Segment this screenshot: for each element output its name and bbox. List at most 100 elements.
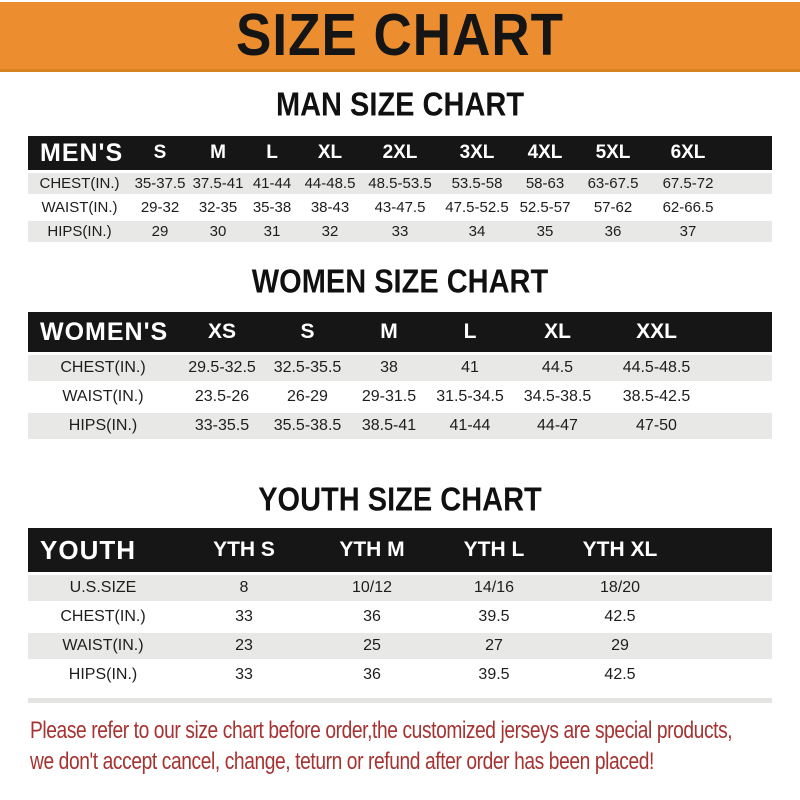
youth-size-col-header: YTH L xyxy=(434,528,554,572)
youth-size-col-header: YTH S xyxy=(178,528,310,572)
youth-size-table: YOUTH YTH S YTH M YTH L YTH XL U.S.SIZE … xyxy=(28,525,772,691)
spacer-cell xyxy=(686,662,772,688)
man-chest-row: CHEST(IN.) 35-37.5 37.5-41 41-44 44-48.5… xyxy=(28,173,772,194)
youth-size-col-header: YTH M xyxy=(310,528,434,572)
size-value-cell: 23 xyxy=(178,633,310,659)
size-value-cell: 18/20 xyxy=(554,575,686,601)
women-size-table: WOMEN'S XS S M L XL XXL CHEST(IN.) 29.5-… xyxy=(28,309,772,442)
spacer-cell xyxy=(709,384,772,410)
size-value-cell: 41-44 xyxy=(247,173,297,194)
size-value-cell: 35-37.5 xyxy=(131,173,189,194)
size-value-cell: 38.5-41 xyxy=(349,413,429,439)
youth-ussize-row: U.S.SIZE 8 10/12 14/16 18/20 xyxy=(28,575,772,601)
women-chest-row: CHEST(IN.) 29.5-32.5 32.5-35.5 38 41 44.… xyxy=(28,355,772,381)
youth-hips-row: HIPS(IN.) 33 36 39.5 42.5 xyxy=(28,662,772,688)
note-line-2: we don't accept cancel, change, teturn o… xyxy=(30,748,654,775)
cropped-row-edge xyxy=(28,698,772,703)
size-value-cell: 33 xyxy=(363,221,437,242)
banner-title: SIZE CHART xyxy=(236,2,564,69)
size-value-cell: 26-29 xyxy=(266,384,349,410)
women-hips-row: HIPS(IN.) 33-35.5 35.5-38.5 38.5-41 41-4… xyxy=(28,413,772,439)
size-value-cell: 31.5-34.5 xyxy=(429,384,511,410)
spacer-cell xyxy=(686,633,772,659)
size-value-cell: 38 xyxy=(349,355,429,381)
size-value-cell: 44-48.5 xyxy=(297,173,363,194)
size-value-cell: 41-44 xyxy=(429,413,511,439)
youth-header-row: YOUTH YTH S YTH M YTH L YTH XL xyxy=(28,528,772,572)
size-value-cell: 39.5 xyxy=(434,662,554,688)
footer-note: Please refer to our size chart before or… xyxy=(0,715,800,777)
size-value-cell: 43-47.5 xyxy=(363,197,437,218)
size-value-cell: 30 xyxy=(189,221,247,242)
row-label: CHEST(IN.) xyxy=(28,604,178,630)
size-value-cell: 44.5-48.5 xyxy=(604,355,709,381)
row-label: CHEST(IN.) xyxy=(28,173,131,194)
row-label: WAIST(IN.) xyxy=(28,384,178,410)
size-value-cell: 31 xyxy=(247,221,297,242)
women-size-col-header: XL xyxy=(511,312,604,352)
size-value-cell: 34.5-38.5 xyxy=(511,384,604,410)
size-value-cell: 29 xyxy=(554,633,686,659)
size-value-cell: 48.5-53.5 xyxy=(363,173,437,194)
size-value-cell: 29-31.5 xyxy=(349,384,429,410)
size-value-cell: 32-35 xyxy=(189,197,247,218)
size-value-cell: 35-38 xyxy=(247,197,297,218)
youth-section-heading: YOUTH SIZE CHART xyxy=(0,481,800,519)
size-value-cell: 33 xyxy=(178,604,310,630)
size-value-cell: 63-67.5 xyxy=(573,173,653,194)
women-size-col-header: XXL xyxy=(604,312,709,352)
size-value-cell: 47-50 xyxy=(604,413,709,439)
size-value-cell: 36 xyxy=(310,604,434,630)
size-value-cell: 36 xyxy=(573,221,653,242)
row-label: U.S.SIZE xyxy=(28,575,178,601)
man-size-col-header: 3XL xyxy=(437,136,517,170)
size-value-cell: 27 xyxy=(434,633,554,659)
size-value-cell: 44-47 xyxy=(511,413,604,439)
spacer-cell xyxy=(686,528,772,572)
size-value-cell: 62-66.5 xyxy=(653,197,723,218)
size-value-cell: 67.5-72 xyxy=(653,173,723,194)
man-size-col-header: M xyxy=(189,136,247,170)
spacer-cell xyxy=(723,197,772,218)
size-value-cell: 35 xyxy=(517,221,573,242)
man-size-col-header: 2XL xyxy=(363,136,437,170)
size-value-cell: 34 xyxy=(437,221,517,242)
man-header-row: MEN'S S M L XL 2XL 3XL 4XL 5XL 6XL xyxy=(28,136,772,170)
size-value-cell: 38-43 xyxy=(297,197,363,218)
row-label: CHEST(IN.) xyxy=(28,355,178,381)
youth-waist-row: WAIST(IN.) 23 25 27 29 xyxy=(28,633,772,659)
spacer-cell xyxy=(686,604,772,630)
youth-size-col-header: YTH XL xyxy=(554,528,686,572)
size-value-cell: 32.5-35.5 xyxy=(266,355,349,381)
spacer-cell xyxy=(723,221,772,242)
size-value-cell: 42.5 xyxy=(554,604,686,630)
man-waist-row: WAIST(IN.) 29-32 32-35 35-38 38-43 43-47… xyxy=(28,197,772,218)
size-value-cell: 47.5-52.5 xyxy=(437,197,517,218)
size-value-cell: 52.5-57 xyxy=(517,197,573,218)
size-value-cell: 41 xyxy=(429,355,511,381)
spacer-cell xyxy=(723,173,772,194)
spacer-cell xyxy=(709,312,772,352)
women-size-col-header: XS xyxy=(178,312,266,352)
size-value-cell: 58-63 xyxy=(517,173,573,194)
size-value-cell: 36 xyxy=(310,662,434,688)
youth-chest-row: CHEST(IN.) 33 36 39.5 42.5 xyxy=(28,604,772,630)
women-corner-label: WOMEN'S xyxy=(28,312,178,352)
women-size-col-header: M xyxy=(349,312,429,352)
youth-heading-text: YOUTH SIZE CHART xyxy=(258,481,542,519)
size-value-cell: 37.5-41 xyxy=(189,173,247,194)
size-value-cell: 29-32 xyxy=(131,197,189,218)
man-hips-row: HIPS(IN.) 29 30 31 32 33 34 35 36 37 xyxy=(28,221,772,242)
size-value-cell: 32 xyxy=(297,221,363,242)
size-value-cell: 39.5 xyxy=(434,604,554,630)
spacer-cell xyxy=(686,575,772,601)
man-size-col-header: 4XL xyxy=(517,136,573,170)
man-size-col-header: L xyxy=(247,136,297,170)
row-label: WAIST(IN.) xyxy=(28,197,131,218)
women-header-row: WOMEN'S XS S M L XL XXL xyxy=(28,312,772,352)
spacer-cell xyxy=(709,413,772,439)
women-waist-row: WAIST(IN.) 23.5-26 26-29 29-31.5 31.5-34… xyxy=(28,384,772,410)
youth-corner-label: YOUTH xyxy=(28,528,178,572)
size-value-cell: 29.5-32.5 xyxy=(178,355,266,381)
size-value-cell: 37 xyxy=(653,221,723,242)
